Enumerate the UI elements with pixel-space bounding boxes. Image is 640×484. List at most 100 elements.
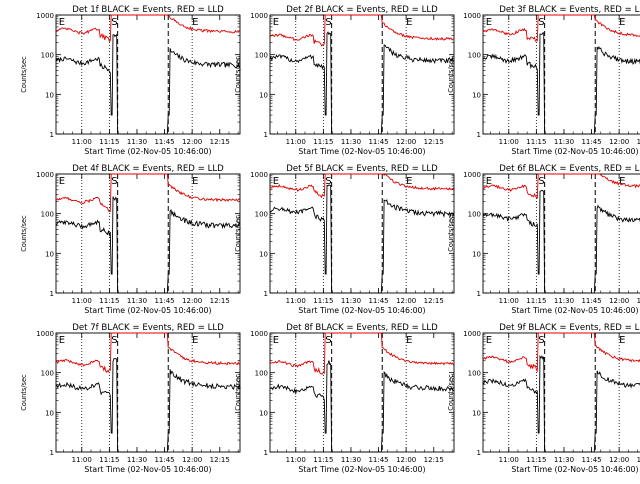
series-line-events — [55, 358, 241, 453]
y-tick-label: 100 — [41, 52, 54, 60]
series-line-events — [55, 34, 241, 135]
x-tick-label: 11:45 — [368, 138, 388, 146]
x-tick-label: 11:00 — [499, 456, 519, 464]
x-tick-label: 12:15 — [637, 456, 640, 464]
plot-frame — [482, 173, 640, 294]
marker-label: E — [486, 17, 492, 28]
y-tick-label: 1 — [264, 290, 268, 298]
y-tick-label: 1000 — [463, 12, 481, 20]
marker-label: E — [619, 17, 625, 28]
x-tick-label: 12:15 — [210, 138, 230, 146]
y-tick-label: 1 — [477, 290, 481, 298]
marker-label: E — [406, 17, 412, 28]
y-axis-label: Counts/sec — [20, 215, 28, 252]
x-tick-label: 11:30 — [341, 456, 361, 464]
x-tick-label: 11:00 — [72, 138, 92, 146]
y-axis-label: Counts/sec — [447, 374, 455, 411]
panel-1: Det 1f BLACK = Events, RED = LLD Start Ti… — [20, 5, 241, 156]
x-tick-label: 12:15 — [210, 297, 230, 305]
x-tick-label: 11:45 — [368, 456, 388, 464]
y-tick-label: 1000 — [36, 330, 54, 338]
panel-3: Det 3f BLACK = Events, RED = LLD Start Ti… — [447, 5, 640, 156]
y-tick-label: 10 — [472, 91, 481, 99]
plot-frame — [269, 14, 455, 135]
chart-title: Det 8f BLACK = Events, RED = LLD — [286, 323, 438, 333]
marker-label: E — [619, 176, 625, 187]
marker-label: S — [325, 176, 331, 187]
y-tick-label: 100 — [255, 211, 268, 219]
x-axis-label: Start Time (02-Nov-05 10:46:00) — [511, 306, 638, 315]
series-line-lld — [269, 14, 455, 47]
x-tick-label: 12:00 — [609, 138, 629, 146]
series-line-events — [482, 354, 640, 453]
x-tick-label: 12:15 — [424, 138, 444, 146]
y-axis-label: Counts/sec — [20, 374, 28, 411]
x-tick-label: 11:15 — [313, 456, 333, 464]
y-tick-label: 1000 — [250, 330, 268, 338]
chart-title: Det 7f BLACK = Events, RED = LLD — [72, 323, 224, 333]
x-tick-label: 11:30 — [127, 297, 147, 305]
y-axis-label: Counts/sec — [234, 56, 242, 93]
x-tick-label: 11:30 — [341, 297, 361, 305]
marker-label: E — [486, 335, 492, 346]
x-tick-label: 11:15 — [99, 138, 119, 146]
series-line-lld — [482, 14, 640, 42]
chart-title: Det 4f BLACK = Events, RED = LLD — [72, 164, 224, 174]
x-tick-label: 11:30 — [554, 456, 574, 464]
panel-7: Det 7f BLACK = Events, RED = LLD Start Ti… — [20, 323, 241, 474]
x-tick-label: 12:15 — [210, 456, 230, 464]
x-axis-label: Start Time (02-Nov-05 10:46:00) — [298, 306, 425, 315]
x-tick-label: 11:45 — [154, 297, 174, 305]
x-axis-label: Start Time (02-Nov-05 10:46:00) — [84, 306, 211, 315]
series-line-events — [55, 196, 241, 294]
x-tick-label: 12:15 — [424, 297, 444, 305]
y-tick-label: 1 — [264, 131, 268, 139]
x-axis-label: Start Time (02-Nov-05 10:46:00) — [298, 147, 425, 156]
series-line-events — [269, 31, 455, 135]
marker-label: S — [538, 17, 544, 28]
x-axis-label: Start Time (02-Nov-05 10:46:00) — [298, 465, 425, 474]
series-line-lld — [56, 14, 240, 43]
y-tick-label: 10 — [472, 409, 481, 417]
y-tick-label: 100 — [255, 370, 268, 378]
marker-label: S — [325, 17, 331, 28]
chart-title: Det 9f BLACK = Events, RED = LLD — [499, 323, 640, 333]
marker-label: E — [273, 176, 279, 187]
marker-label: S — [538, 335, 544, 346]
x-tick-label: 11:30 — [554, 138, 574, 146]
panel-6: Det 6f BLACK = Events, RED = LLD Start Ti… — [447, 164, 640, 315]
y-axis-label: Counts/sec — [20, 56, 28, 93]
marker-label: E — [273, 17, 279, 28]
y-tick-label: 100 — [255, 52, 268, 60]
x-axis-label: Start Time (02-Nov-05 10:46:00) — [84, 147, 211, 156]
marker-label: E — [59, 335, 65, 346]
y-tick-label: 1 — [50, 449, 54, 457]
x-axis-label: Start Time (02-Nov-05 10:46:00) — [511, 147, 638, 156]
y-tick-label: 1000 — [36, 171, 54, 179]
marker-label: E — [59, 17, 65, 28]
x-tick-label: 11:00 — [286, 138, 306, 146]
series-line-lld — [55, 332, 241, 374]
marker-label: E — [273, 335, 279, 346]
y-tick-label: 100 — [468, 211, 481, 219]
x-tick-label: 11:30 — [554, 297, 574, 305]
plot-frame — [55, 173, 241, 294]
x-tick-label: 11:30 — [341, 138, 361, 146]
x-tick-label: 11:15 — [313, 138, 333, 146]
x-tick-label: 12:00 — [182, 456, 202, 464]
y-tick-label: 10 — [45, 409, 54, 417]
y-tick-label: 10 — [259, 409, 268, 417]
x-tick-label: 12:00 — [182, 138, 202, 146]
x-tick-label: 11:15 — [99, 456, 119, 464]
y-tick-label: 1 — [50, 131, 54, 139]
y-axis-label: Counts/sec — [234, 215, 242, 252]
marker-label: E — [192, 176, 198, 187]
x-tick-label: 11:00 — [72, 456, 92, 464]
x-tick-label: 11:00 — [286, 297, 306, 305]
y-tick-label: 10 — [45, 250, 54, 258]
marker-label: S — [111, 176, 117, 187]
y-axis-label: Counts/sec — [447, 215, 455, 252]
y-tick-label: 10 — [45, 91, 54, 99]
series-line-events — [269, 360, 455, 453]
y-tick-label: 1 — [50, 290, 54, 298]
